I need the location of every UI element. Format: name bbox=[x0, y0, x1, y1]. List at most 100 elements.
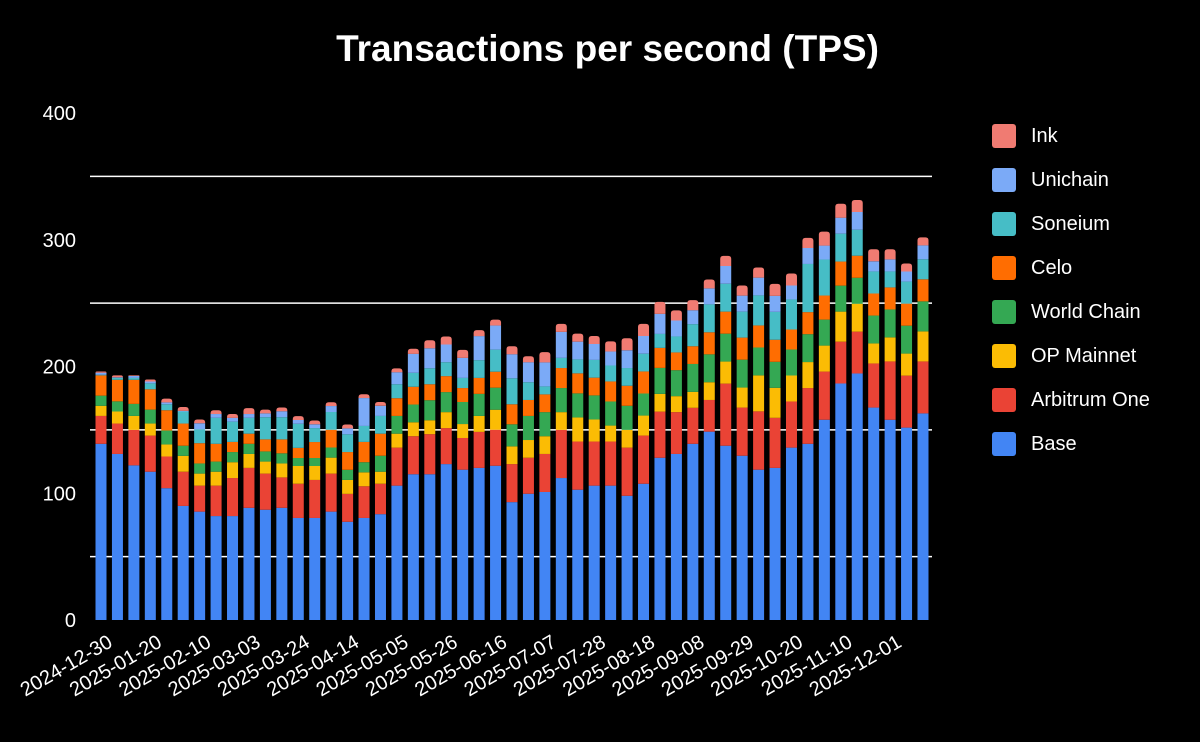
bar-segment-ink bbox=[802, 237, 814, 248]
bar-segment-arbitrum-one bbox=[473, 431, 485, 468]
bar-segment-base bbox=[440, 464, 452, 620]
bar-segment-celo bbox=[769, 339, 781, 362]
bar-segment-soneium bbox=[407, 372, 419, 387]
bar-segment-arbitrum-one bbox=[769, 417, 781, 468]
bar-segment-ink bbox=[555, 323, 567, 332]
bar-segment-unichain bbox=[292, 419, 304, 424]
bar-segment-ink bbox=[473, 330, 485, 337]
bar-segment-world-chain bbox=[292, 458, 304, 466]
bar-segment-op-mainnet bbox=[506, 446, 518, 465]
legend: Ink Unichain Soneium Celo World Chain OP Main… bbox=[992, 114, 1150, 466]
bar-segment-arbitrum-one bbox=[259, 473, 271, 510]
bar-segment-arbitrum-one bbox=[161, 456, 173, 489]
bar-segment-soneium bbox=[210, 417, 222, 444]
bar-segment-world-chain bbox=[835, 285, 847, 312]
bar-segment-op-mainnet bbox=[144, 423, 156, 436]
bar-segment-arbitrum-one bbox=[868, 363, 880, 408]
bar-segment-unichain bbox=[424, 348, 436, 369]
bar-segment-soneium bbox=[473, 360, 485, 378]
bar-segment-arbitrum-one bbox=[391, 447, 403, 486]
bar-segment-ink bbox=[424, 340, 436, 349]
bar-segment-soneium bbox=[194, 429, 206, 444]
bar-segment-unichain bbox=[259, 413, 271, 418]
bar-segment-unichain bbox=[161, 402, 173, 405]
bar-segment-base bbox=[555, 478, 567, 620]
bar-segment-op-mainnet bbox=[194, 473, 206, 486]
bar-segment-ink bbox=[654, 301, 666, 314]
bar-segment-op-mainnet bbox=[769, 387, 781, 418]
bar-segment-world-chain bbox=[473, 393, 485, 416]
bar-segment-celo bbox=[259, 439, 271, 452]
bar-segment-arbitrum-one bbox=[522, 457, 534, 494]
bar-segment-base bbox=[95, 443, 107, 620]
bar-segment-ink bbox=[144, 379, 156, 382]
bar-segment-op-mainnet bbox=[572, 417, 584, 442]
bar-segment-op-mainnet bbox=[588, 419, 600, 442]
bar-segment-soneium bbox=[917, 259, 929, 280]
bar-segment-op-mainnet bbox=[654, 393, 666, 412]
bar-segment-soneium bbox=[901, 281, 913, 304]
bar-segment-celo bbox=[440, 376, 452, 393]
bar-segment-unichain bbox=[654, 313, 666, 334]
bar-segment-world-chain bbox=[276, 453, 288, 464]
bar-segment-celo bbox=[572, 373, 584, 394]
bar-segment-base bbox=[342, 521, 354, 620]
bar-segment-arbitrum-one bbox=[210, 485, 222, 517]
bar-segment-soneium bbox=[259, 417, 271, 440]
bar-segment-soneium bbox=[342, 434, 354, 453]
bar-segment-world-chain bbox=[769, 361, 781, 388]
bar-segment-ink bbox=[506, 346, 518, 355]
bar-segment-op-mainnet bbox=[884, 337, 896, 362]
bar-segment-arbitrum-one bbox=[720, 383, 732, 446]
bar-segment-unichain bbox=[539, 362, 551, 387]
bar-segment-soneium bbox=[309, 428, 321, 443]
bar-segment-world-chain bbox=[506, 424, 518, 447]
bar-segment-world-chain bbox=[539, 412, 551, 437]
bar-segment-base bbox=[177, 505, 189, 620]
bar-segment-arbitrum-one bbox=[835, 341, 847, 384]
bar-segment-celo bbox=[161, 410, 173, 431]
bar-segment-op-mainnet bbox=[736, 387, 748, 408]
bar-segment-celo bbox=[210, 443, 222, 462]
bar-segment-unichain bbox=[111, 377, 123, 378]
bar-segment-world-chain bbox=[818, 319, 830, 346]
bar-segment-world-chain bbox=[407, 404, 419, 423]
bar-segment-world-chain bbox=[638, 393, 650, 416]
bar-segment-base bbox=[292, 517, 304, 620]
bar-segment-ink bbox=[128, 375, 140, 377]
bar-segment-soneium bbox=[325, 412, 337, 430]
bar-segment-celo bbox=[654, 347, 666, 368]
bar-segment-celo bbox=[243, 433, 255, 444]
bar-segment-celo bbox=[835, 261, 847, 286]
bar-segment-celo bbox=[802, 312, 814, 335]
bar-segment-ink bbox=[736, 285, 748, 296]
legend-swatch bbox=[992, 256, 1016, 280]
bar-segment-unichain bbox=[687, 310, 699, 325]
bar-segment-unichain bbox=[440, 344, 452, 363]
bar-segment-base bbox=[868, 407, 880, 620]
bar-segment-op-mainnet bbox=[342, 479, 354, 494]
bar-segment-unichain bbox=[868, 261, 880, 272]
bar-segment-op-mainnet bbox=[358, 472, 370, 487]
bar-segment-soneium bbox=[638, 353, 650, 372]
bar-segment-arbitrum-one bbox=[818, 371, 830, 420]
bar-segment-soneium bbox=[868, 271, 880, 294]
bar-segment-soneium bbox=[802, 263, 814, 313]
bar-segment-base bbox=[309, 517, 321, 620]
bar-segment-op-mainnet bbox=[440, 412, 452, 429]
bar-segment-ink bbox=[753, 267, 765, 278]
bar-segment-unichain bbox=[490, 325, 502, 350]
bar-segment-world-chain bbox=[457, 401, 469, 425]
bar-segment-arbitrum-one bbox=[687, 407, 699, 444]
bar-segment-base bbox=[490, 465, 502, 620]
legend-item: Arbitrum One bbox=[992, 378, 1150, 422]
bar-segment-soneium bbox=[177, 411, 189, 424]
bar-segment-world-chain bbox=[210, 461, 222, 472]
bar-segment-world-chain bbox=[522, 415, 534, 441]
bar-segment-celo bbox=[309, 442, 321, 459]
bar-segment-world-chain bbox=[555, 388, 567, 413]
bar-segment-base bbox=[522, 493, 534, 620]
bar-segment-soneium bbox=[358, 425, 370, 442]
bar-segment-op-mainnet bbox=[111, 411, 123, 424]
bar-segment-ink bbox=[161, 398, 173, 403]
